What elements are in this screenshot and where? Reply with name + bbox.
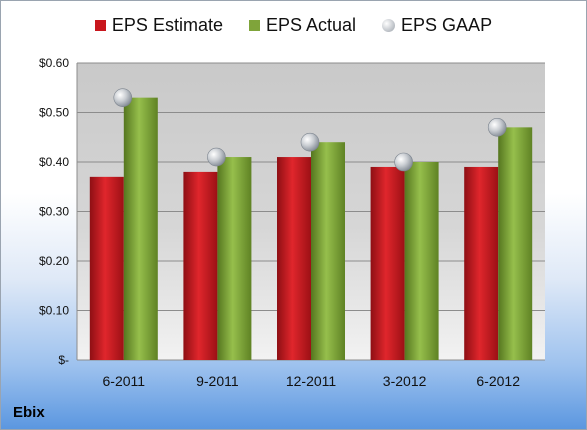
y-tick-label: $0.40 bbox=[39, 155, 69, 169]
x-tick-label: 6-2011 bbox=[103, 373, 146, 389]
legend-label-estimate: EPS Estimate bbox=[111, 15, 223, 35]
bar-eps-estimate bbox=[89, 176, 124, 360]
marker-eps-gaap bbox=[394, 152, 413, 172]
marker-eps-gaap bbox=[487, 118, 507, 137]
legend-label-gaap: EPS GAAP bbox=[401, 15, 493, 35]
legend-item-gaap: EPS GAAP bbox=[382, 15, 492, 36]
y-tick-label: $0.60 bbox=[39, 56, 69, 70]
marker-eps-gaap bbox=[300, 132, 320, 152]
legend-swatch-actual bbox=[248, 20, 260, 31]
marker-eps-gaap bbox=[207, 147, 226, 167]
legend-item-actual: EPS Actual bbox=[248, 15, 357, 36]
bar-eps-actual bbox=[217, 157, 252, 360]
y-tick-label: $0.50 bbox=[39, 106, 69, 120]
bar-eps-actual bbox=[123, 97, 158, 361]
bar-eps-estimate bbox=[370, 166, 405, 360]
legend-item-estimate: EPS Estimate bbox=[94, 15, 223, 36]
legend-label-actual: EPS Actual bbox=[265, 15, 357, 35]
bar-eps-estimate bbox=[464, 166, 499, 360]
bar-eps-actual bbox=[311, 142, 345, 360]
y-tick-label: $0.20 bbox=[39, 254, 69, 268]
legend-marker-gaap bbox=[382, 19, 396, 32]
marker-eps-gaap bbox=[113, 88, 133, 107]
bar-eps-actual bbox=[404, 162, 439, 360]
bar-eps-estimate bbox=[183, 171, 218, 360]
x-tick-label: 12-2011 bbox=[286, 373, 337, 389]
x-tick-label: 9-2011 bbox=[196, 373, 239, 389]
y-tick-label: $- bbox=[58, 353, 69, 367]
bar-eps-estimate bbox=[277, 157, 311, 360]
y-tick-label: $0.10 bbox=[39, 304, 69, 318]
legend-swatch-estimate bbox=[94, 20, 106, 31]
company-label: Ebix bbox=[13, 404, 45, 421]
y-tick-label: $0.30 bbox=[39, 205, 69, 219]
bar-eps-actual bbox=[498, 127, 533, 360]
x-tick-label: 6-2012 bbox=[476, 373, 520, 389]
x-tick-label: 3-2012 bbox=[383, 373, 427, 389]
legend: EPS Estimate EPS Actual EPS GAAP bbox=[1, 15, 586, 36]
